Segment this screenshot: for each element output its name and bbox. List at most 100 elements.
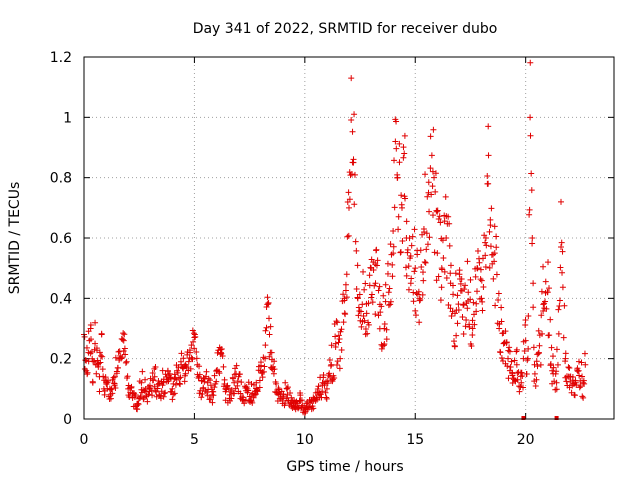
data-point <box>259 374 266 381</box>
data-point <box>440 255 447 262</box>
data-point <box>467 296 474 303</box>
data-point <box>176 380 183 387</box>
data-point <box>395 226 402 233</box>
data-point <box>560 334 567 341</box>
data-point <box>416 319 423 326</box>
data-point <box>359 301 366 308</box>
data-point <box>191 345 198 352</box>
data-point <box>222 385 229 392</box>
data-point <box>458 275 465 282</box>
data-point <box>447 280 454 287</box>
data-point <box>499 357 506 364</box>
data-point <box>558 239 565 246</box>
data-point <box>338 326 345 333</box>
data-point <box>528 187 535 194</box>
data-point <box>137 393 144 400</box>
data-point <box>162 389 169 396</box>
data-point <box>92 319 99 326</box>
data-point <box>189 327 196 334</box>
data-point <box>546 285 553 292</box>
data-point <box>436 213 443 220</box>
data-point <box>337 355 344 362</box>
data-point <box>266 315 273 322</box>
data-point <box>566 365 573 372</box>
data-point <box>381 340 388 347</box>
data-point <box>521 348 528 355</box>
data-point <box>468 342 475 349</box>
data-point <box>529 240 536 247</box>
data-point <box>467 276 474 283</box>
data-point <box>441 268 448 275</box>
data-point <box>424 241 431 248</box>
data-point <box>578 359 585 366</box>
data-point <box>371 282 378 289</box>
data-point <box>306 403 313 410</box>
data-point <box>323 385 330 392</box>
data-point <box>441 218 448 225</box>
data-point <box>177 381 184 388</box>
data-point <box>417 247 424 254</box>
data-point <box>553 379 560 386</box>
data-point <box>553 386 560 393</box>
data-point <box>124 373 131 380</box>
data-point <box>477 266 484 273</box>
data-point <box>486 228 493 235</box>
data-point <box>399 238 406 245</box>
data-point <box>185 358 192 365</box>
data-point <box>367 264 374 271</box>
data-point <box>443 275 450 282</box>
data-point <box>474 247 481 254</box>
data-point <box>193 348 200 355</box>
data-point <box>426 234 433 241</box>
data-point <box>149 392 156 399</box>
data-point <box>335 339 342 346</box>
data-point <box>153 388 160 395</box>
x-tick-label: 20 <box>517 432 535 448</box>
data-point <box>422 259 429 266</box>
y-tick-label: 0.4 <box>50 291 72 307</box>
y-axis-label: SRMTID / TECUs <box>7 182 23 295</box>
data-point <box>389 273 396 280</box>
data-point <box>478 295 485 302</box>
data-point <box>509 370 516 377</box>
data-point <box>191 334 198 341</box>
data-point <box>355 312 362 319</box>
data-point <box>345 232 352 239</box>
data-point <box>479 307 486 314</box>
data-point <box>376 283 383 290</box>
data-point <box>529 235 536 241</box>
data-point <box>164 367 171 374</box>
data-point <box>581 350 588 357</box>
data-point <box>348 116 355 123</box>
data-point <box>297 392 304 399</box>
data-point <box>543 305 550 312</box>
data-point <box>575 367 582 374</box>
data-point <box>337 328 344 335</box>
data-point <box>524 355 531 362</box>
data-point <box>482 239 489 246</box>
data-point <box>96 373 103 380</box>
data-point <box>310 405 317 412</box>
data-point <box>205 375 212 382</box>
data-point <box>275 391 282 398</box>
data-point <box>378 345 385 352</box>
data-point <box>156 391 163 398</box>
data-point <box>166 374 173 381</box>
data-point <box>331 375 338 382</box>
data-point <box>423 230 430 237</box>
data-point <box>495 297 502 304</box>
data-point <box>462 323 469 330</box>
data-point <box>453 332 460 339</box>
data-point <box>486 264 493 271</box>
data-point <box>374 257 381 264</box>
data-point <box>220 363 227 370</box>
data-point <box>439 237 446 244</box>
data-point <box>376 301 383 308</box>
data-point <box>342 287 349 294</box>
data-point <box>197 387 204 394</box>
data-point <box>211 384 218 391</box>
data-point <box>480 255 487 262</box>
data-point <box>435 273 442 280</box>
data-point <box>465 289 472 296</box>
data-point <box>264 301 271 308</box>
